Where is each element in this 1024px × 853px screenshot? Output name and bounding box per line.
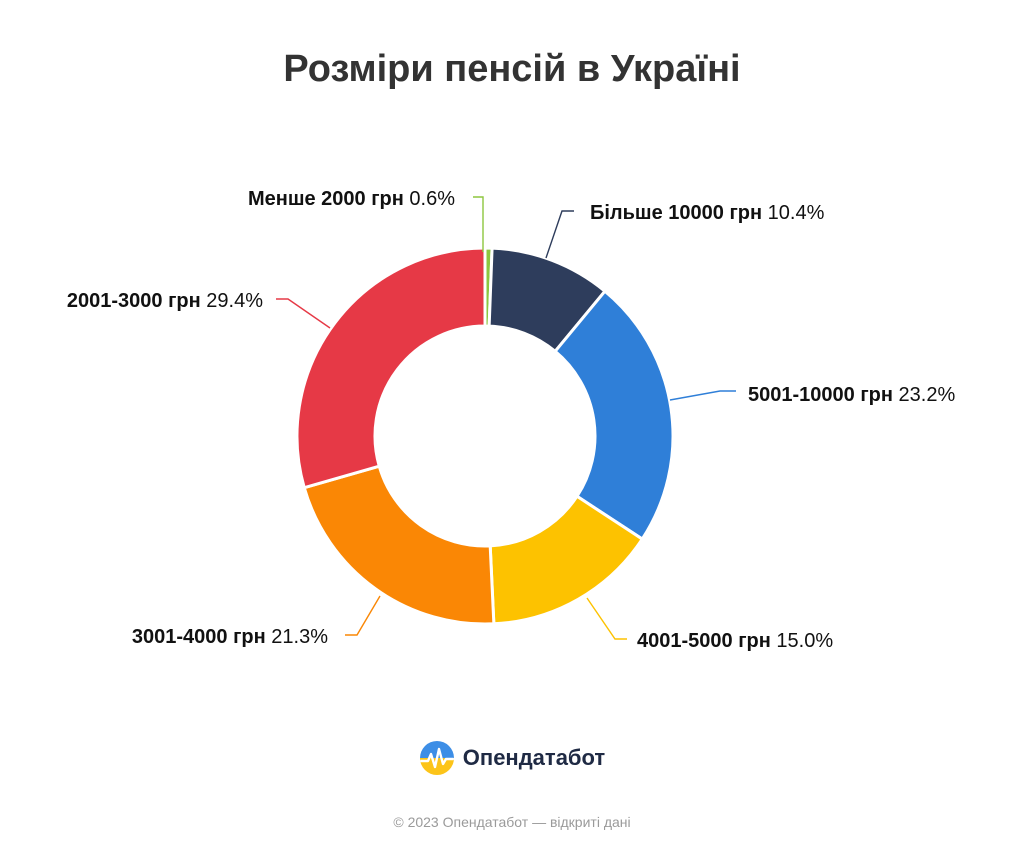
slice-group	[295, 246, 675, 626]
slice-category-label: 5001-10000 грн	[748, 384, 899, 406]
slice-value-label: 21.3%	[271, 626, 328, 648]
donut-slice	[553, 289, 675, 541]
brand-name: Опендатабот	[462, 745, 606, 770]
opendatabot-logo-icon	[419, 741, 454, 775]
leader-line	[669, 390, 736, 401]
label-group: Менше 2000 грн 0.6% Більше 10000 грн 10.4…	[67, 188, 956, 652]
slice-value-label: 29.4%	[206, 290, 263, 312]
slice-label: Менше 2000 грн 0.6%	[248, 188, 455, 210]
chart-title: Розміри пенсій в Україні	[283, 48, 741, 90]
slice-label: 4001-5000 грн 15.0%	[637, 630, 833, 652]
leader-line	[586, 597, 627, 640]
slice-label: 2001-3000 грн 29.4%	[67, 290, 263, 312]
footer-copyright: © 2023 Опендатабот — відкриті дані	[393, 814, 631, 830]
slice-category-label: 4001-5000 грн	[637, 630, 776, 652]
slice-label: 5001-10000 грн 23.2%	[748, 384, 955, 406]
donut-slice	[302, 464, 496, 626]
slice-category-label: 2001-3000 грн	[67, 290, 206, 312]
slice-category-label: Менше 2000 грн	[248, 188, 409, 210]
slice-value-label: 0.6%	[409, 188, 455, 210]
leader-line	[545, 210, 574, 259]
slice-value-label: 15.0%	[776, 630, 833, 652]
leader-line	[473, 196, 484, 252]
leader-line-group	[276, 196, 736, 640]
slice-label: Більше 10000 грн 10.4%	[590, 202, 825, 224]
slice-category-label: Більше 10000 грн	[590, 202, 768, 224]
slice-category-label: 3001-4000 грн	[132, 626, 271, 648]
leader-line	[276, 298, 331, 329]
slice-label: 3001-4000 грн 21.3%	[132, 626, 328, 648]
brand: Опендатабот	[0, 740, 1024, 776]
slice-value-label: 10.4%	[768, 202, 825, 224]
slice-value-label: 23.2%	[899, 384, 956, 406]
donut-slice	[295, 246, 487, 490]
leader-line	[345, 595, 381, 636]
